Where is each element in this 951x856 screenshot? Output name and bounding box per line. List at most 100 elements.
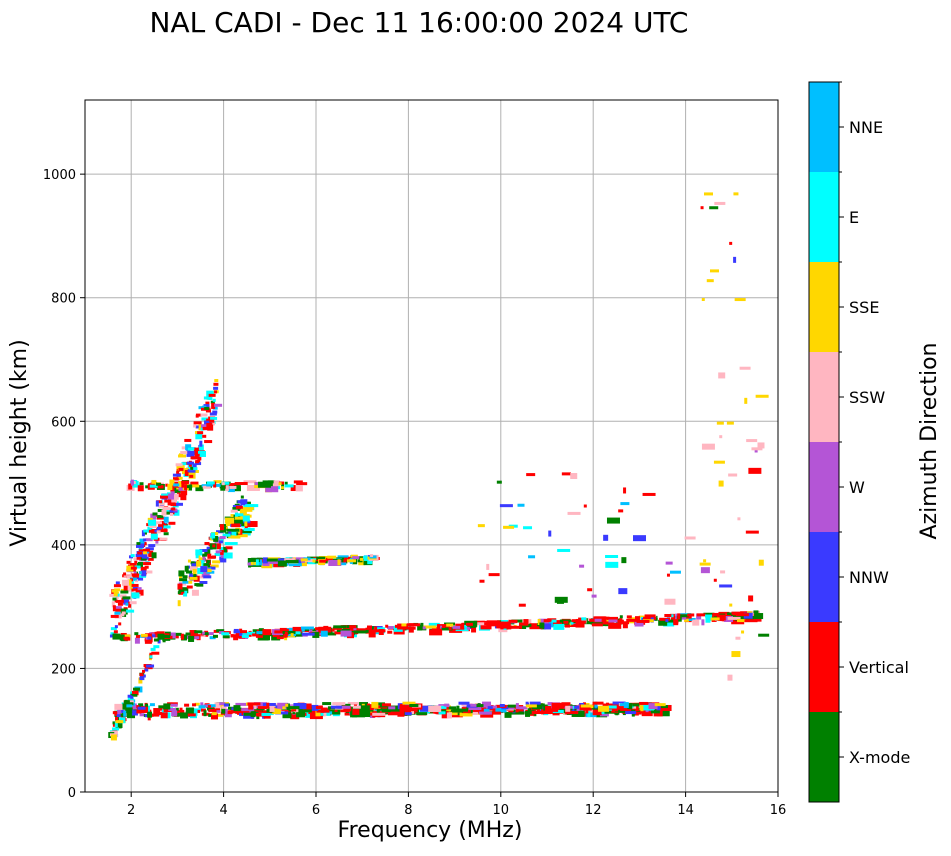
data-point [195, 462, 202, 466]
data-point [196, 560, 202, 567]
data-point [140, 566, 147, 573]
data-point [757, 442, 765, 449]
data-point [282, 630, 296, 634]
data-point [531, 703, 543, 710]
data-point [733, 192, 739, 196]
data-point [170, 491, 175, 495]
data-point [274, 630, 288, 634]
data-point [156, 530, 161, 534]
data-point [132, 586, 139, 590]
data-point [591, 594, 597, 598]
data-point [234, 517, 244, 524]
data-point [347, 556, 351, 560]
data-point [160, 495, 169, 499]
data-point [138, 703, 144, 710]
data-point [239, 632, 243, 636]
data-point [242, 515, 250, 522]
data-point [122, 596, 131, 600]
data-point [271, 708, 281, 715]
data-point [201, 484, 207, 488]
data-point [246, 484, 260, 491]
data-point [233, 630, 245, 634]
data-point [266, 702, 270, 709]
data-point [212, 410, 218, 414]
data-point [228, 531, 232, 535]
data-point [469, 624, 477, 628]
data-point [145, 538, 153, 542]
data-point [539, 705, 543, 709]
data-point [231, 529, 237, 536]
data-point [548, 530, 552, 537]
data-point [366, 708, 374, 712]
data-point [138, 549, 146, 553]
data-point [136, 707, 142, 714]
data-point [203, 710, 207, 717]
data-point [193, 421, 202, 425]
data-point [692, 619, 700, 626]
data-point [476, 704, 484, 708]
data-point [189, 630, 197, 637]
data-point [110, 734, 117, 741]
data-point [619, 615, 623, 619]
data-point [220, 554, 226, 558]
data-point [223, 548, 227, 555]
data-point [187, 559, 191, 563]
data-point [575, 618, 587, 622]
data-point [235, 702, 249, 706]
data-point [161, 633, 168, 637]
data-point [709, 206, 719, 210]
data-point [541, 703, 545, 707]
data-point [734, 614, 748, 621]
data-point [379, 707, 383, 711]
data-point [158, 504, 165, 508]
data-point [417, 624, 423, 631]
data-point [128, 583, 133, 590]
data-point [224, 542, 238, 546]
data-point [131, 588, 139, 592]
y-tick-label: 0 [68, 786, 76, 801]
data-point [133, 557, 140, 561]
data-point [261, 712, 271, 716]
data-point [148, 544, 156, 548]
data-point [228, 535, 236, 539]
data-point [641, 704, 655, 711]
data-point [480, 623, 492, 630]
data-point [163, 511, 170, 515]
data-point [518, 603, 526, 607]
data-point [402, 701, 416, 705]
data-point [523, 619, 529, 626]
data-point [641, 710, 647, 714]
data-point [210, 400, 215, 404]
data-point [605, 561, 619, 568]
data-point [205, 409, 211, 413]
data-point [110, 627, 117, 631]
data-point [633, 535, 647, 542]
data-point [269, 705, 275, 712]
data-point [230, 509, 238, 513]
data-point [687, 613, 695, 617]
data-point [529, 623, 543, 630]
data-point [185, 707, 194, 714]
data-point [181, 481, 185, 488]
data-point [754, 449, 758, 453]
data-point [376, 702, 386, 706]
data-point [142, 669, 146, 673]
data-point [626, 618, 640, 622]
data-point [118, 622, 122, 626]
data-point [131, 573, 140, 577]
data-point [265, 634, 271, 641]
data-point [138, 545, 143, 552]
colorbar-label-nne: NNE [849, 118, 883, 137]
data-point [184, 438, 192, 442]
data-point [210, 564, 219, 568]
data-point [185, 632, 191, 636]
data-point [486, 563, 490, 570]
data-point [190, 561, 195, 565]
data-point [312, 631, 320, 638]
data-point [718, 372, 726, 379]
colorbar-label-e: E [849, 208, 859, 227]
colorbar-swatch-x-mode [809, 712, 839, 802]
data-point [300, 558, 308, 562]
data-point [665, 561, 673, 565]
data-point [352, 705, 364, 709]
